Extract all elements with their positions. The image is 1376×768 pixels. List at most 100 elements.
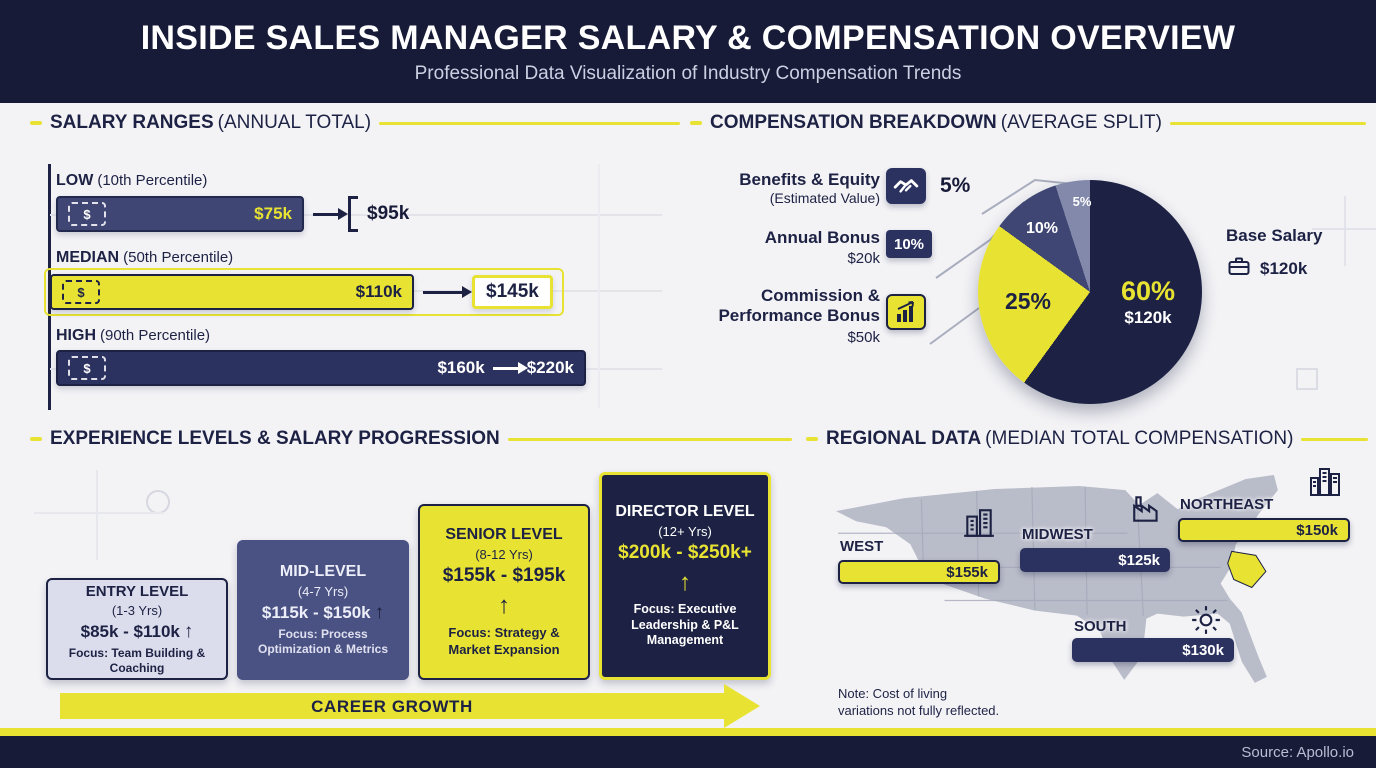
low-label: LOW (56, 172, 94, 189)
decoration-square (1296, 368, 1318, 390)
section-heading: EXPERIENCE LEVELS & SALARY PROGRESSION (50, 428, 500, 449)
accent-rule (1301, 437, 1368, 441)
high-end-value: $220k (526, 358, 574, 377)
northeast-value-badge: $150k (1178, 518, 1350, 542)
annual-bonus-percent-badge: 10% (886, 230, 932, 258)
midwest-label: MIDWEST (1022, 526, 1093, 543)
entry-level-years: (1-3 Yrs) (111, 602, 163, 618)
arrow-up-icon: ↑ (498, 592, 510, 620)
annual-bonus-label: Annual Bonus $20k (700, 228, 880, 268)
entry-level-range: $85k - $110k ↑ (80, 620, 194, 642)
career-growth-arrow-body (60, 693, 724, 719)
high-label: HIGH (56, 327, 96, 344)
senior-level-card: SENIOR LEVEL (8-12 Yrs) $155k - $195k ↑ … (418, 504, 590, 680)
director-level-card: DIRECTOR LEVEL (12+ Yrs) $200k - $250k+ … (599, 472, 771, 680)
high-bar-values: $160k $220k (437, 358, 574, 378)
pie-base-percent: 60% (1120, 276, 1176, 306)
low-salary-bar: $ $75k (56, 196, 304, 232)
decoration-line (96, 470, 98, 560)
south-value-badge: $130k (1072, 638, 1234, 662)
bracket-mark (348, 196, 358, 232)
commission-label: Commission & Performance Bonus $50k (700, 286, 880, 347)
arrow-right-icon (313, 207, 348, 220)
director-level-range: $200k - $250k+ (618, 542, 752, 564)
briefcase-icon (1226, 254, 1252, 283)
pie-commission-percent: 25% (1004, 288, 1052, 314)
regional-note: Note: Cost of living variations not full… (838, 686, 999, 720)
median-bar-value: $110k (355, 282, 402, 301)
page-subtitle: Professional Data Visualization of Indus… (414, 62, 962, 84)
section-heading-note: (MEDIAN TOTAL COMPENSATION) (985, 428, 1294, 449)
accent-dash (806, 437, 818, 441)
midwest-value-badge: $125k (1020, 548, 1170, 572)
entry-level-focus: Focus: Team Building & Coaching (68, 645, 206, 675)
experience-section: EXPERIENCE LEVELS & SALARY PROGRESSION E… (30, 428, 792, 728)
decoration-line (34, 512, 164, 514)
pie-benefits-percent: 5% (1072, 194, 1092, 209)
commission-label-line1: Commission & (760, 286, 880, 305)
pie-chart: 60% $120k 25% 10% 5% (978, 180, 1202, 404)
buildings-icon (962, 506, 996, 545)
high-row-label: HIGH (90th Percentile) (56, 327, 210, 345)
career-growth-arrow: CAREER GROWTH (60, 684, 762, 728)
west-label: WEST (840, 538, 884, 555)
benefits-label: Benefits & Equity (Estimated Value) (700, 170, 880, 207)
footer-accent-stripe (0, 728, 1376, 736)
base-salary-label: Base Salary $120k (1226, 226, 1358, 283)
base-salary-label-line: Base Salary (1226, 226, 1323, 245)
regional-note-line2: variations not fully reflected. (838, 702, 1000, 718)
regional-section: REGIONAL DATA (MEDIAN TOTAL COMPENSATION)… (806, 428, 1368, 726)
footer: Source: Apollo.io (0, 736, 1376, 768)
compensation-section: COMPENSATION BREAKDOWN (AVERAGE SPLIT) Be… (690, 112, 1366, 417)
senior-level-range: $155k - $195k (442, 565, 566, 587)
commission-label-line2: Performance Bonus (718, 306, 880, 326)
dollar-icon: $ (62, 280, 100, 304)
arrow-up-icon: ↑ (183, 620, 194, 642)
page-title: INSIDE SALES MANAGER SALARY & COMPENSATI… (140, 18, 1236, 57)
pie-base-amount: $120k (1124, 308, 1172, 327)
entry-level-name: ENTRY LEVEL (85, 582, 189, 600)
high-label-note: (90th Percentile) (100, 327, 211, 344)
handshake-icon (886, 168, 926, 204)
high-bar-value: $160k (437, 358, 485, 377)
career-growth-label: CAREER GROWTH (311, 697, 473, 716)
mid-level-focus: Focus: Process Optimization & Metrics (257, 627, 388, 656)
arrow-up-icon: ↑ (679, 569, 691, 597)
northeast-label: NORTHEAST (1180, 496, 1274, 513)
dollar-icon: $ (68, 356, 106, 380)
south-label: SOUTH (1074, 618, 1127, 635)
annual-bonus-label-line: Annual Bonus (764, 228, 880, 247)
regional-section-title: REGIONAL DATA (MEDIAN TOTAL COMPENSATION) (806, 428, 1368, 450)
low-bar-value: $75k (254, 204, 292, 223)
pie-bonus-percent: 10% (1025, 220, 1059, 237)
benefits-percent: 5% (940, 174, 971, 197)
salary-ranges-section: SALARY RANGES (ANNUAL TOTAL) LOW (10th Per… (30, 112, 680, 414)
annual-bonus-amount: $20k (847, 250, 880, 268)
benefits-label-line2: (Estimated Value) (769, 190, 880, 207)
axis-line (48, 164, 51, 410)
director-level-focus: Focus: Executive Leadership & P&L Manage… (631, 602, 739, 648)
mid-level-card: MID-LEVEL (4-7 Yrs) $115k - $150k ↑ Focus… (237, 540, 409, 680)
median-row-label: MEDIAN (50th Percentile) (56, 249, 233, 267)
arrow-up-icon: ↑ (374, 602, 385, 623)
accent-rule (379, 121, 680, 125)
section-heading: SALARY RANGES (50, 112, 214, 133)
median-label: MEDIAN (56, 249, 120, 266)
director-level-years: (12+ Yrs) (658, 524, 712, 540)
commission-amount: $50k (847, 328, 880, 346)
arrow-right-icon (423, 285, 472, 298)
growth-chart-icon (886, 294, 926, 330)
experience-levels: ENTRY LEVEL (1-3 Yrs) $85k - $110k ↑ Focu… (46, 472, 776, 680)
mid-level-range: $115k - $150k ↑ (261, 602, 385, 623)
salary-section-title: SALARY RANGES (ANNUAL TOTAL) (30, 112, 680, 134)
senior-level-focus: Focus: Strategy & Market Expansion (448, 625, 560, 657)
accent-rule (1169, 121, 1366, 125)
northeast-highlight (1227, 550, 1267, 589)
mid-level-name: MID-LEVEL (279, 563, 367, 580)
accent-rule (507, 437, 792, 441)
factory-icon (1130, 492, 1164, 531)
high-row: $ $160k $220k (56, 350, 586, 386)
median-salary-bar: $ $110k (50, 274, 414, 310)
mid-level-years: (4-7 Yrs) (297, 584, 349, 599)
senior-level-name: SENIOR LEVEL (445, 526, 563, 544)
